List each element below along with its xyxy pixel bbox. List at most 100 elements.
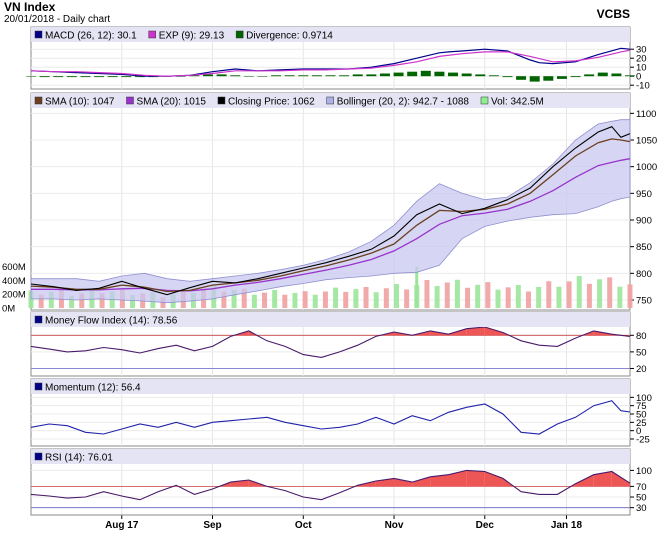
volume-bar [241,288,247,308]
legend-swatch [34,452,43,461]
y-tick-label: 30 [636,503,647,514]
volume-bar [566,281,572,308]
y-tick-label: 30 [636,45,647,56]
volume-bar [485,282,491,308]
volume-bar [444,282,450,308]
y-tick-label: 850 [636,242,652,253]
volume-bar [404,289,410,308]
volume-bar [353,289,359,308]
legend-band [31,27,630,42]
volume-bar [282,294,288,308]
divergence-bar [257,76,268,77]
x-tick-label: Dec [476,520,495,531]
volume-bar [292,293,298,308]
divergence-bar [379,73,390,77]
legend-swatch [217,96,226,105]
volume-bar [495,289,501,308]
volume-bar [546,281,552,308]
y-tick-label: 50 [636,347,647,358]
divergence-bar [325,75,336,77]
divergence-bar [134,76,145,78]
volume-bar [525,291,531,308]
chart-subtitle: 20/01/2018 - Daily chart [4,14,110,25]
legend-band [31,379,630,394]
volume-bar [617,286,623,308]
divergence-bar [393,72,404,77]
divergence-bar [488,75,499,77]
legend-band [31,449,630,464]
divergence-bar [366,74,377,77]
divergence-bar [271,75,282,77]
divergence-bar [475,74,486,77]
y-tick-label: 950 [636,189,652,200]
series-line-momentum [30,400,631,435]
divergence-bar [26,76,36,77]
x-tick-label: Sep [203,520,221,531]
volume-bar [627,284,633,308]
volume-bar [607,277,613,308]
volume-bar [576,276,582,308]
divergence-bar [107,76,118,78]
volume-bar [343,291,349,308]
legend-swatch [235,30,244,39]
volume-bar [424,280,430,308]
divergence-bar [80,76,91,78]
legend-label: Divergence: 0.9714 [246,31,333,42]
volume-bar [130,295,136,308]
x-tick-label: Aug 17 [105,520,139,531]
y-tick-label: -25 [636,435,650,446]
volume-bar [48,291,54,308]
volume-bar [363,287,369,308]
y-tick-label: 1100 [636,109,656,120]
overbought-fill [375,478,395,487]
volume-bar [333,287,339,308]
divergence-bar [502,76,513,78]
legend-swatch [126,96,134,105]
divergence-bar [529,76,540,82]
y-tick-label: 1050 [636,136,657,147]
legend-label: Momentum (12): 56.4 [45,383,141,394]
series-line-exp-9- [30,49,631,77]
volume-bar [221,291,227,308]
y-tick-label: 75 [636,401,647,412]
y-tick-label: 0 [636,72,641,83]
volume-bar [373,292,379,308]
volume-tick-label: 0M [2,304,15,315]
y-tick-label: 50 [636,493,647,504]
divergence-bar [39,76,50,78]
legend-label: MACD (26, 12): 30.1 [45,31,137,42]
volume-tick-label: 200M [2,290,26,301]
overbought-fill [593,471,612,487]
divergence-bar [584,74,595,77]
overbought-fill [394,478,413,487]
y-tick-label: -10 [636,81,650,92]
bollinger-band [30,119,631,304]
y-tick-label: 20 [636,364,647,375]
chart-source: VCBS [597,7,630,21]
volume-bar [465,287,471,308]
divergence-bar [597,72,608,77]
divergence-bar [434,71,445,77]
divergence-bar [121,76,132,78]
volume-bar [231,289,237,308]
divergence-bar [189,75,200,77]
volume-bar [515,284,521,308]
divergence-bar [311,75,322,77]
series-line-mfi [30,326,631,358]
overbought-fill [448,470,467,487]
divergence-bar [284,75,295,77]
legend-label: Money Flow Index (14): 78.56 [45,316,178,327]
overbought-fill [484,471,503,487]
divergence-bar [352,74,363,77]
volume-bar [79,293,85,308]
panel-price: 750 800 850 900 950 1000 1050 1100 0M 200M 400M 600… [2,92,657,315]
legend-swatch [34,315,43,324]
y-tick-label: 10 [636,63,647,74]
y-tick-label: 0 [636,426,641,437]
volume-bar [99,292,105,308]
legend-label: SMA (20): 1015 [136,97,206,108]
volume-bar [272,289,278,308]
y-tick-label: 900 [636,216,652,227]
legend-label: RSI (14): 76.01 [45,453,113,464]
